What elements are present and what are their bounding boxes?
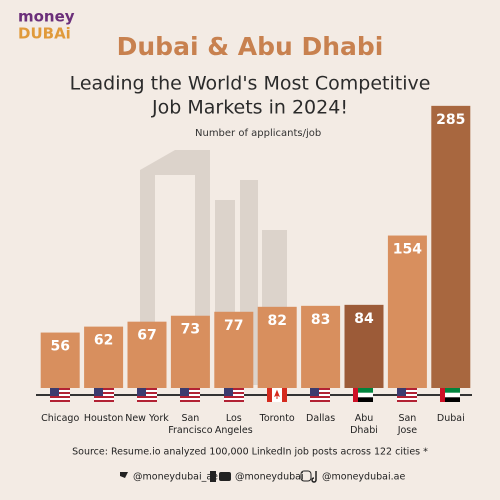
handle: @moneydubai_ae <box>133 472 218 483</box>
footer: @moneydubai_ae @moneydubai @moneydubai.a… <box>120 470 405 483</box>
value-label: 285 <box>436 112 465 128</box>
x-tick-label: Chicago <box>41 413 79 424</box>
instagram-icon <box>300 470 312 482</box>
bar <box>214 311 254 388</box>
bar <box>40 332 80 388</box>
value-label: 83 <box>311 312 330 328</box>
chart-subtitle: Leading the World's Most Competitive <box>70 73 431 95</box>
y-axis-label: Number of applicants/job <box>195 128 321 139</box>
bar <box>170 315 210 388</box>
handle: @moneydubai.ae <box>322 472 405 483</box>
bar <box>257 306 297 388</box>
x-tick-label-line: San <box>181 413 199 424</box>
x-tick-label-line: Dubai <box>437 413 465 424</box>
logo-text: money <box>18 8 75 26</box>
logo-text: DUBAi <box>18 25 71 43</box>
x-tick-label: Toronto <box>259 413 295 424</box>
chart-title: Dubai & Abu Dhabi <box>117 32 384 61</box>
chart-subtitle: Job Markets in 2024! <box>151 97 348 119</box>
youtube-icon <box>219 472 231 481</box>
bar <box>387 235 427 388</box>
twitter-icon <box>120 472 128 478</box>
value-label: 84 <box>354 311 374 327</box>
x-tick-label-line: New York <box>125 413 169 424</box>
x-tick-label-line: Chicago <box>41 413 79 424</box>
x-tick-label: Abu Dhabi <box>350 413 378 436</box>
source-note: Source: Resume.io analyzed 100,000 Linke… <box>72 447 428 458</box>
bar <box>127 321 167 388</box>
bar <box>344 304 384 388</box>
x-tick-label-line: Los <box>226 413 242 424</box>
x-tick-label: San Francisco <box>168 413 213 436</box>
x-tick-label-line: Houston <box>84 413 123 424</box>
logo: money DUBAi <box>18 8 75 43</box>
bar <box>431 105 471 388</box>
value-label: 154 <box>393 242 422 258</box>
x-tick-label-line: San <box>398 413 416 424</box>
x-tick-label-line: Abu <box>355 413 374 424</box>
value-label: 56 <box>50 339 69 355</box>
x-tick-label-line: Angeles <box>215 425 253 436</box>
value-label: 73 <box>181 322 200 338</box>
bar <box>84 326 124 388</box>
x-tick-label: New York <box>125 413 169 424</box>
x-tick-label: San Jose <box>397 413 418 436</box>
value-label: 82 <box>267 313 286 329</box>
value-label: 62 <box>94 333 113 349</box>
bar <box>301 305 341 388</box>
x-tick-label-line: Francisco <box>168 425 213 436</box>
x-tick-label-line: Dhabi <box>350 425 378 436</box>
x-tick-label: Dallas <box>306 413 335 424</box>
x-tick-label-line: Toronto <box>259 413 295 424</box>
handle: @moneydubai <box>235 472 304 483</box>
facebook-icon <box>210 471 216 482</box>
x-tick-label-line: Jose <box>397 425 418 436</box>
x-tick-label: Houston <box>84 413 123 424</box>
value-label: 67 <box>137 328 156 344</box>
tiktok-icon <box>311 471 317 483</box>
x-tick-label: Los Angeles <box>215 413 253 436</box>
x-tick-label: Dubai <box>437 413 465 424</box>
x-tick-label-line: Dallas <box>306 413 335 424</box>
value-label: 77 <box>224 318 243 334</box>
